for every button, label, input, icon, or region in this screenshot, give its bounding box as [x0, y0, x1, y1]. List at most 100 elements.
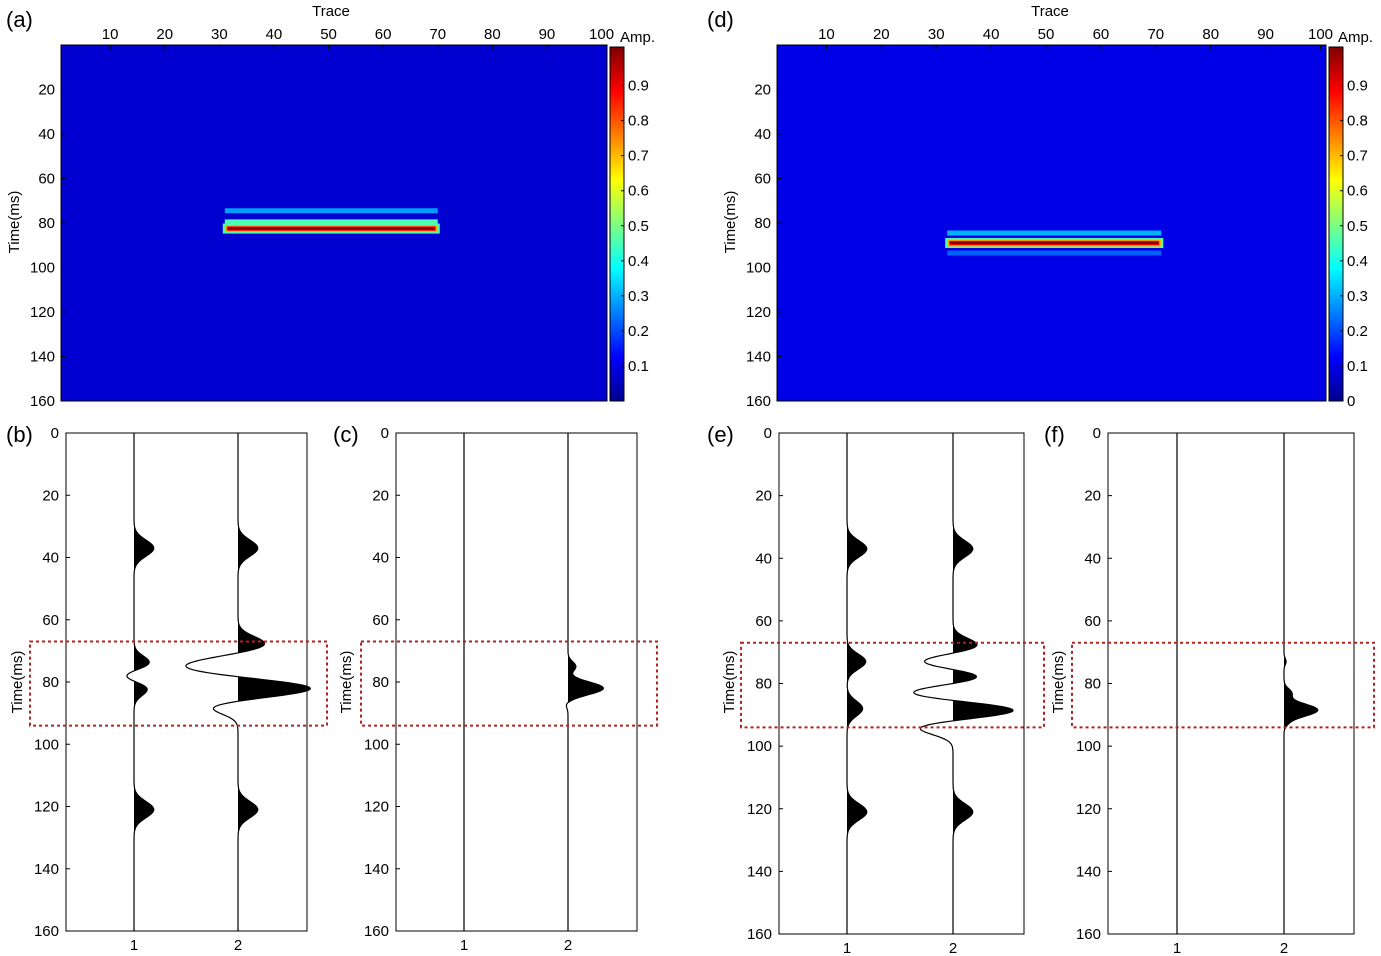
x-tick-label-d-40: 40 — [983, 26, 1000, 43]
y-tick-label-f-60: 60 — [1084, 613, 1101, 630]
x-tick-label-e-2: 2 — [949, 940, 957, 956]
x-tick-label-a-100: 100 — [589, 26, 614, 43]
y-tick-label-d-100: 100 — [746, 260, 771, 277]
colorbar-label-a: Amp. — [620, 29, 655, 46]
colorbar-tick-label-a-0.9: 0.9 — [628, 78, 649, 95]
x-tick-label-a-20: 20 — [156, 26, 173, 43]
highlight-box-e — [740, 641, 1045, 729]
x-tick-label-a-40: 40 — [266, 26, 283, 43]
y-tick-label-c-160: 160 — [364, 923, 389, 940]
y-tick-label-e-140: 140 — [747, 863, 772, 880]
x-tick-label-a-80: 80 — [484, 26, 501, 43]
colorbar-tick-label-a-0.5: 0.5 — [628, 218, 649, 235]
y-tick-label-d-140: 140 — [746, 349, 771, 366]
y-tick-label-f-120: 120 — [1076, 801, 1101, 818]
y-tick-label-c-0: 0 — [381, 425, 389, 442]
y-axis-label-b: Time(ms) — [9, 651, 26, 714]
y-tick-label-d-160: 160 — [746, 393, 771, 410]
x-tick-label-d-30: 30 — [928, 26, 945, 43]
colorbar-tick-label-a-0.7: 0.7 — [628, 148, 649, 165]
panel-label-b: (b) — [6, 422, 33, 447]
x-tick-label-d-10: 10 — [818, 26, 835, 43]
y-tick-label-e-0: 0 — [764, 425, 772, 442]
colorbar-tick-label-d-0.1: 0.1 — [1347, 358, 1368, 375]
y-tick-label-a-40: 40 — [38, 126, 55, 143]
y-tick-label-b-100: 100 — [34, 736, 59, 753]
colorbar-tick-label-d-0.4: 0.4 — [1347, 253, 1368, 270]
x-tick-label-a-10: 10 — [102, 26, 119, 43]
colorbar-tick-label-a-0.4: 0.4 — [628, 253, 649, 270]
y-axis-label-e: Time(ms) — [721, 651, 738, 714]
y-tick-label-d-80: 80 — [754, 215, 771, 232]
colorbar-tick-label-a-0.6: 0.6 — [628, 183, 649, 200]
x-axis-label-d: Trace — [1031, 3, 1069, 20]
highlight-box-f — [1071, 641, 1375, 729]
x-tick-label-c-2: 2 — [564, 937, 572, 954]
heatmap-d-background — [777, 45, 1326, 401]
panel-b: (b) Time(ms) 0 20 40 60 80 100 120 140 160 1 2 — [6, 422, 328, 954]
panel-label-d: (d) — [707, 7, 734, 32]
colorbar-tick-label-d-0.3: 0.3 — [1347, 288, 1368, 305]
reflector-d-2 — [947, 250, 1162, 256]
x-tick-label-f-1: 1 — [1173, 940, 1181, 956]
y-tick-label-e-60: 60 — [755, 613, 772, 630]
x-tick-label-d-50: 50 — [1038, 26, 1055, 43]
y-tick-label-f-0: 0 — [1093, 425, 1101, 442]
x-tick-label-d-70: 70 — [1147, 26, 1164, 43]
colorbar-a — [609, 46, 625, 402]
y-axis-label-f: Time(ms) — [1050, 651, 1067, 714]
trace-fill-b-1 — [134, 433, 154, 931]
wiggle-f-frame — [1107, 432, 1355, 935]
y-tick-label-b-40: 40 — [42, 550, 59, 567]
y-tick-label-f-40: 40 — [1084, 550, 1101, 567]
colorbar-d — [1328, 46, 1344, 402]
y-tick-label-c-100: 100 — [364, 736, 389, 753]
trace-line-f-2 — [1283, 433, 1319, 934]
y-tick-label-a-60: 60 — [38, 171, 55, 188]
wiggle-c-frame — [395, 432, 638, 932]
reflector-d-1-peak — [950, 241, 1159, 245]
y-tick-label-b-60: 60 — [42, 612, 59, 629]
y-tick-label-e-120: 120 — [747, 801, 772, 818]
x-tick-label-d-60: 60 — [1093, 26, 1110, 43]
x-tick-label-a-60: 60 — [375, 26, 392, 43]
trace-line-e-1 — [846, 433, 868, 934]
x-tick-label-d-20: 20 — [873, 26, 890, 43]
y-tick-label-f-100: 100 — [1076, 738, 1101, 755]
y-tick-label-a-80: 80 — [38, 215, 55, 232]
y-tick-label-d-120: 120 — [746, 304, 771, 321]
trace-fill-e-2 — [953, 433, 1014, 934]
panel-label-a: (a) — [6, 7, 33, 32]
trace-fill-c-2 — [568, 433, 604, 931]
colorbar-tick-label-d-0: 0 — [1347, 393, 1355, 410]
x-tick-label-a-30: 30 — [211, 26, 228, 43]
y-tick-label-e-40: 40 — [755, 550, 772, 567]
x-tick-label-d-100: 100 — [1308, 26, 1333, 43]
trace-fill-f-2 — [1284, 433, 1318, 934]
reflector-a-2-peak — [227, 227, 435, 230]
x-tick-label-a-50: 50 — [320, 26, 337, 43]
x-tick-label-b-1: 1 — [130, 937, 138, 954]
colorbar-tick-label-a-0.3: 0.3 — [628, 288, 649, 305]
y-tick-label-d-60: 60 — [754, 171, 771, 188]
reflector-a-0 — [224, 208, 438, 214]
panel-d: (d) Trace Time(ms) 10 20 30 40 50 60 70 80 90 100… — [707, 3, 1373, 410]
y-tick-label-d-20: 20 — [754, 82, 771, 99]
y-tick-label-f-80: 80 — [1084, 676, 1101, 693]
panel-f: (f) Time(ms) 0 20 40 60 80 100 120 140 160 1 2 — [1044, 422, 1375, 956]
y-tick-label-f-140: 140 — [1076, 863, 1101, 880]
trace-line-b-2 — [185, 433, 311, 931]
y-tick-label-f-160: 160 — [1076, 926, 1101, 943]
y-tick-label-c-80: 80 — [372, 674, 389, 691]
y-tick-label-c-140: 140 — [364, 861, 389, 878]
highlight-box-b — [29, 640, 328, 727]
x-tick-label-e-1: 1 — [843, 940, 851, 956]
colorbar-tick-label-d-0.6: 0.6 — [1347, 183, 1368, 200]
reflector-a-1 — [224, 219, 438, 225]
wiggle-e-frame — [778, 432, 1025, 935]
y-tick-label-b-160: 160 — [34, 923, 59, 940]
y-tick-label-b-20: 20 — [42, 487, 59, 504]
colorbar-tick-label-a-0.8: 0.8 — [628, 113, 649, 130]
y-tick-label-a-100: 100 — [30, 260, 55, 277]
